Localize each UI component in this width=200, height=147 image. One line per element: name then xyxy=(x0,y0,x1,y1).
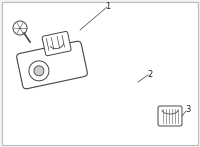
Text: 1: 1 xyxy=(105,1,111,10)
Circle shape xyxy=(13,21,27,35)
FancyBboxPatch shape xyxy=(42,31,71,56)
Text: 2: 2 xyxy=(147,70,153,78)
Circle shape xyxy=(34,66,44,76)
FancyBboxPatch shape xyxy=(17,41,87,89)
Text: 3: 3 xyxy=(185,106,191,115)
FancyBboxPatch shape xyxy=(158,106,182,126)
Circle shape xyxy=(29,61,49,81)
